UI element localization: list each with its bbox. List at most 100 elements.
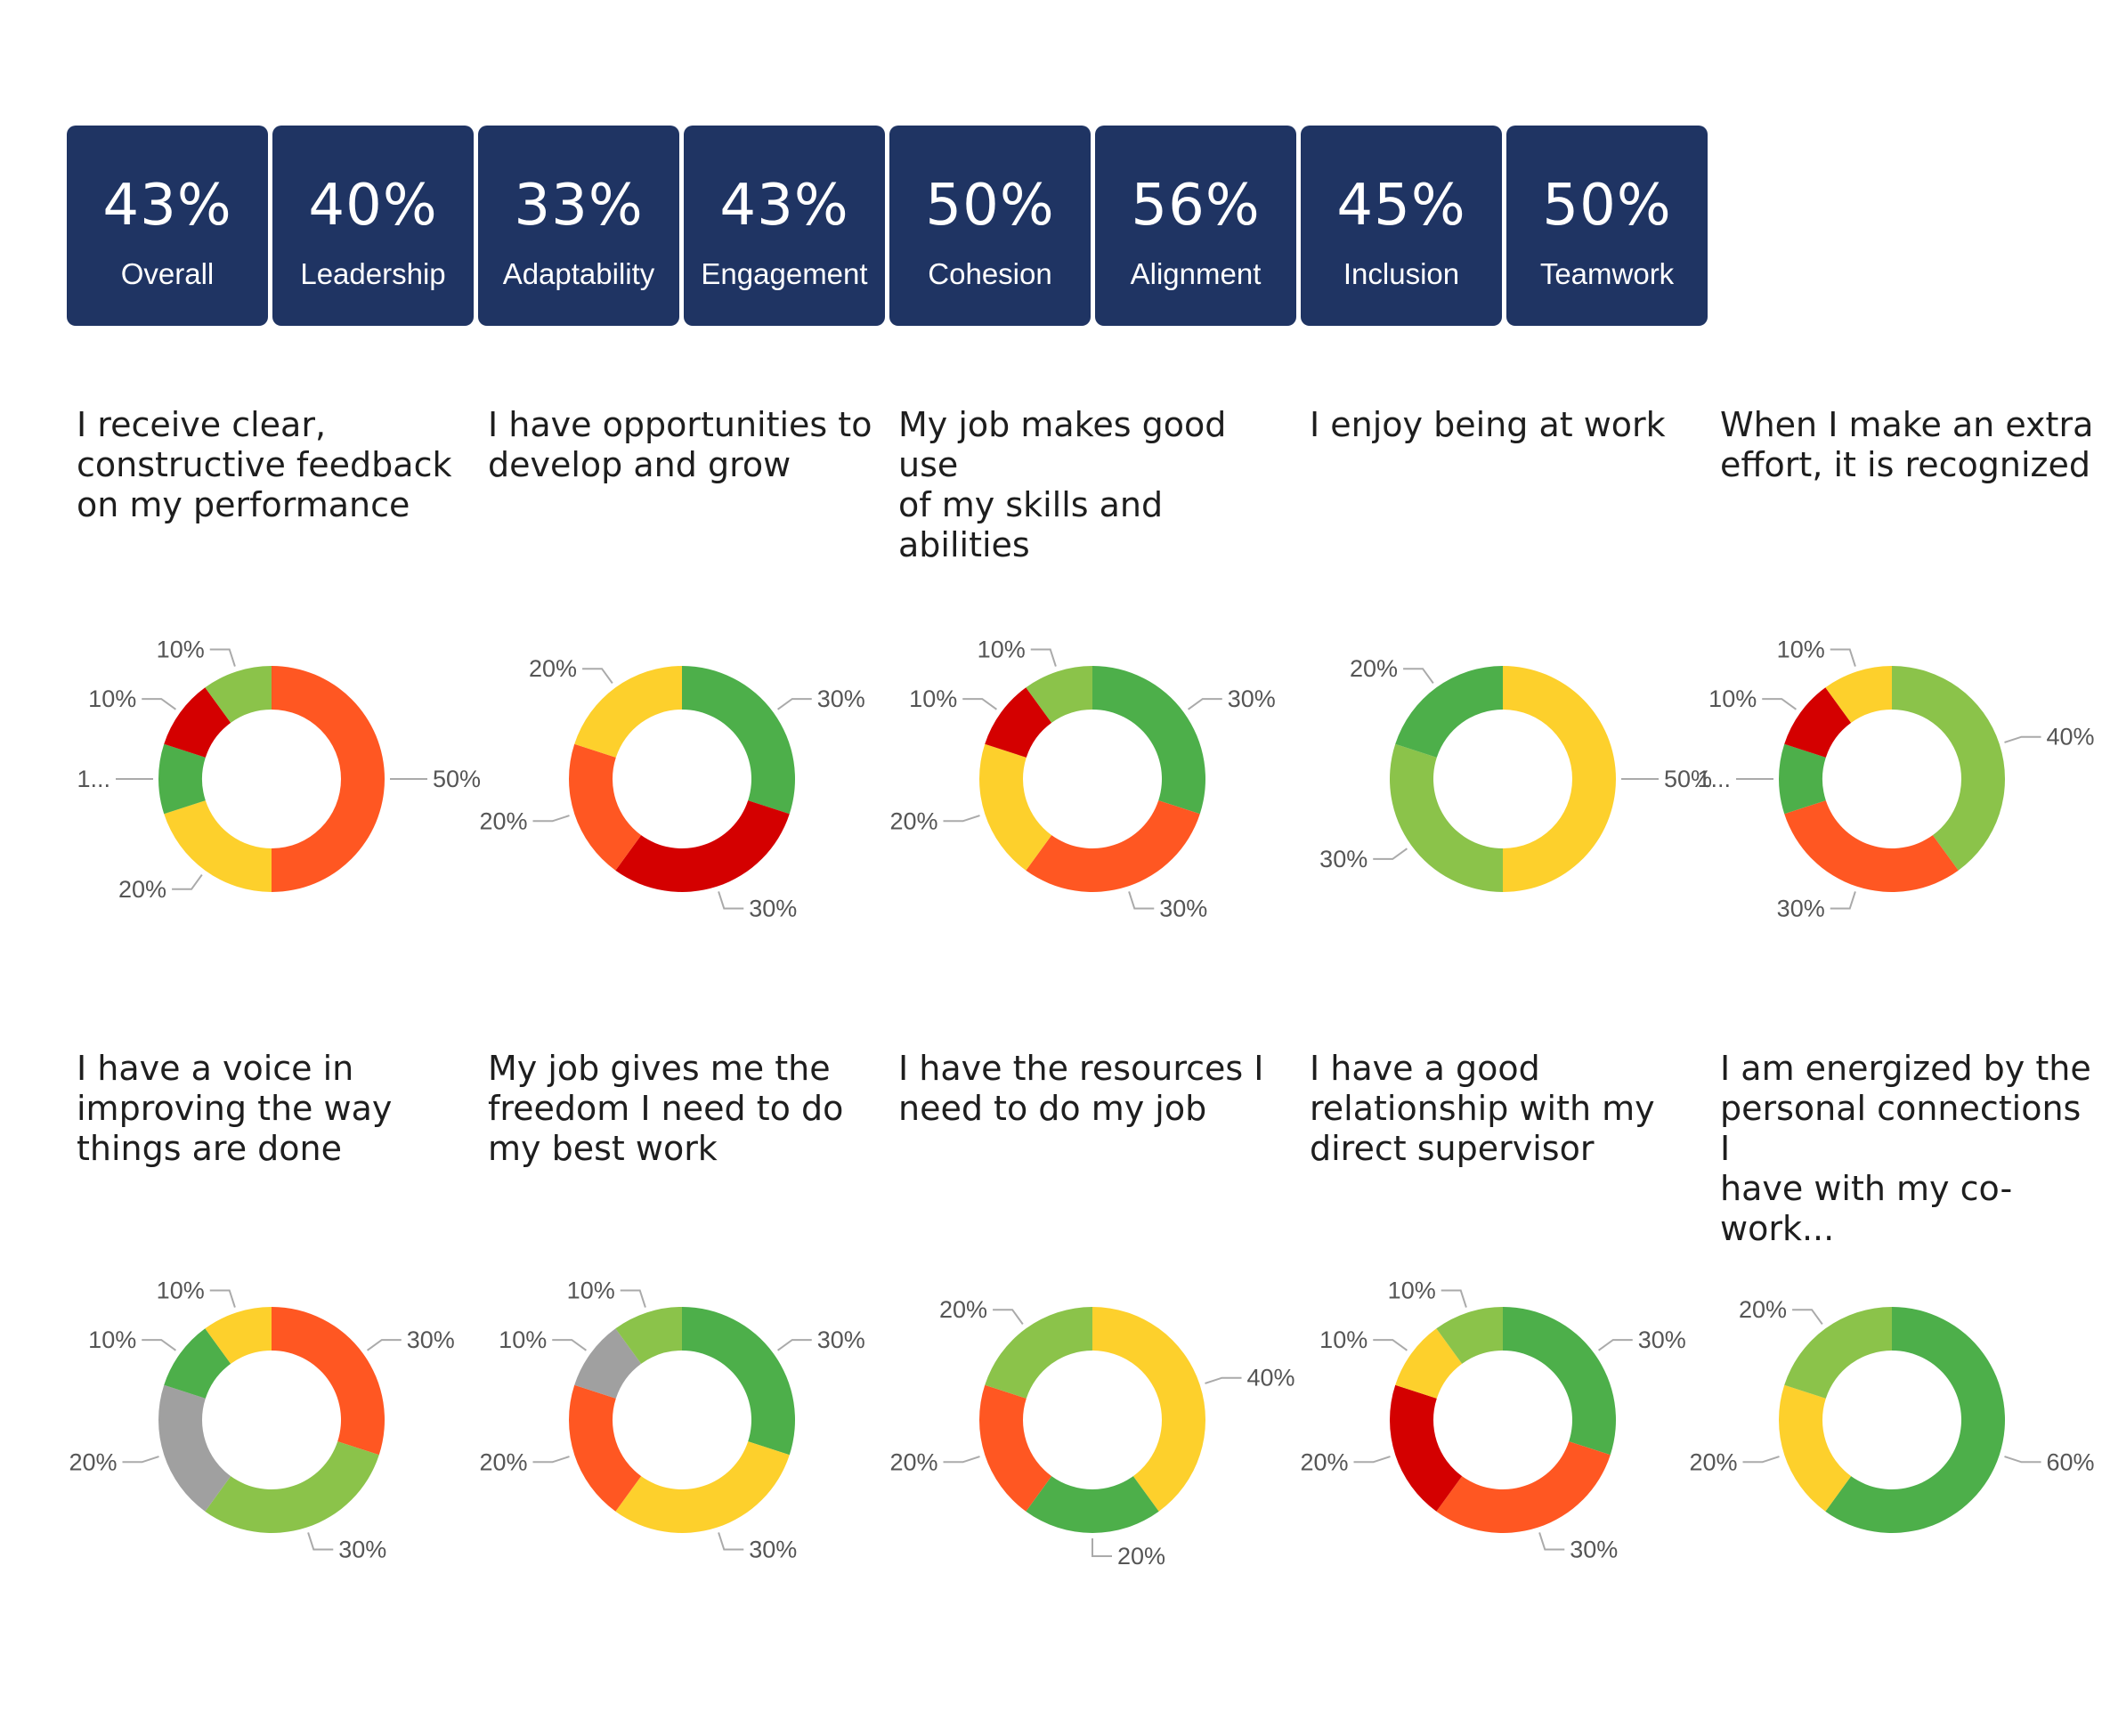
slice-label: 20% — [1350, 655, 1398, 682]
summary-card-engagement: 43% Engagement — [684, 126, 885, 326]
leader-line — [209, 1289, 236, 1308]
slice-label: 60% — [2047, 1448, 2095, 1475]
donut-chart: 40% 30% 1... 10% 10% — [1697, 636, 2095, 921]
slice-label: 20% — [889, 1448, 937, 1475]
slice-label: 20% — [479, 807, 527, 834]
donut-slice — [1436, 1441, 1611, 1533]
donut-chart: 60% 20% 20% — [1689, 1296, 2095, 1533]
slice-label: 40% — [2047, 724, 2095, 750]
leader-line — [1742, 1456, 1780, 1464]
question-title: My job gives me the freedom I need to do… — [488, 1049, 844, 1168]
donut-slice — [574, 1328, 642, 1399]
slice-label: 10% — [567, 1277, 615, 1303]
slice-label: 10% — [1777, 636, 1825, 662]
leader-line — [1092, 1538, 1112, 1557]
donut-slice — [1026, 800, 1200, 892]
leader-line — [1762, 698, 1797, 710]
leader-line — [1188, 698, 1222, 710]
slice-label: 20% — [1739, 1296, 1787, 1323]
donut-slice — [1784, 687, 1852, 758]
slice-label: 10% — [88, 685, 136, 712]
slice-label: 40% — [1247, 1365, 1295, 1391]
summary-card-label: Adaptability — [502, 257, 655, 290]
slice-label: 20% — [529, 655, 577, 682]
slice-label: 10% — [1319, 1326, 1368, 1353]
summary-card-teamwork: 50% Teamwork — [1506, 126, 1708, 326]
donut-slice — [272, 1307, 385, 1456]
donut-slice — [569, 743, 642, 871]
leader-line — [1598, 1339, 1633, 1351]
leader-line — [993, 1309, 1024, 1325]
leader-line — [1830, 648, 1856, 667]
leader-line — [1205, 1376, 1242, 1384]
donut-slice — [1784, 800, 1959, 892]
summary-card-cohesion: 50% Cohesion — [889, 126, 1091, 326]
leader-line — [1403, 668, 1434, 684]
leader-line — [582, 668, 613, 684]
question-title: My job makes good use of my skills and a… — [898, 405, 1227, 564]
slice-label: 30% — [817, 685, 865, 712]
summary-card-value: 33% — [514, 173, 644, 239]
summary-card-value: 56% — [1131, 173, 1261, 239]
summary-card-label: Engagement — [701, 257, 868, 290]
summary-card-value: 45% — [1336, 173, 1466, 239]
donut-slice — [1395, 666, 1503, 758]
donut-slice — [1026, 666, 1092, 723]
question-title: I have a good relationship with my direc… — [1310, 1049, 1655, 1168]
summary-card-label: Cohesion — [928, 257, 1052, 290]
slice-label: 30% — [1319, 846, 1368, 872]
summary-card-adaptability: 33% Adaptability — [478, 126, 679, 326]
donut-slice — [1026, 1476, 1159, 1533]
slice-label: 10% — [157, 636, 205, 662]
summary-card-value: 50% — [925, 173, 1055, 239]
slice-label: 20% — [479, 1448, 527, 1475]
summary-card-label: Alignment — [1130, 257, 1262, 290]
leader-line — [718, 891, 744, 910]
leader-line — [962, 698, 997, 710]
leader-line — [1030, 648, 1057, 667]
leader-line — [1830, 891, 1856, 910]
donut-slice — [615, 1441, 790, 1533]
slice-label: 30% — [1570, 1537, 1618, 1563]
slice-label: 20% — [1117, 1543, 1165, 1570]
donut-slice — [574, 666, 682, 758]
question-title: I have opportunities to develop and grow — [488, 405, 872, 484]
donut-slice — [158, 743, 206, 815]
leader-line — [943, 815, 980, 823]
donut-slice — [615, 800, 790, 892]
summary-card-inclusion: 45% Inclusion — [1301, 126, 1502, 326]
donut-slice — [205, 666, 272, 723]
donut-slice — [205, 1307, 272, 1364]
slice-label: 30% — [749, 1537, 797, 1563]
leader-line — [620, 1289, 646, 1308]
leader-line — [552, 1339, 587, 1351]
donut-slice — [979, 1384, 1052, 1512]
slice-label: 50% — [433, 766, 481, 792]
leader-line — [142, 1339, 176, 1351]
summary-card-value: 50% — [1542, 173, 1672, 239]
slice-label: 20% — [889, 807, 937, 834]
slice-label: 20% — [118, 876, 166, 903]
donut-slice — [1092, 1307, 1205, 1512]
donut-slice — [682, 666, 795, 815]
slice-label: 30% — [407, 1326, 455, 1353]
donut-chart: 30% 30% 20% 20% — [479, 655, 865, 921]
slice-label: 10% — [88, 1326, 136, 1353]
question-title: I enjoy being at work — [1310, 405, 1666, 444]
slice-label: 10% — [1388, 1277, 1436, 1303]
slice-label: 50% — [1664, 766, 1712, 792]
slice-label: 30% — [1159, 896, 1207, 922]
donut-slice — [1390, 743, 1503, 892]
donut-slice — [1436, 1307, 1503, 1364]
donut-slice — [1092, 666, 1205, 815]
slice-label: 20% — [69, 1448, 117, 1475]
leader-line — [1373, 848, 1408, 860]
leader-line — [532, 815, 570, 823]
donut-slice — [1503, 1307, 1616, 1456]
donut-slice — [1779, 743, 1826, 815]
leader-line — [2004, 1456, 2041, 1464]
summary-card-label: Overall — [120, 257, 215, 290]
donut-slice — [164, 1328, 231, 1399]
leader-line — [209, 648, 236, 667]
donut-slice — [164, 687, 231, 758]
